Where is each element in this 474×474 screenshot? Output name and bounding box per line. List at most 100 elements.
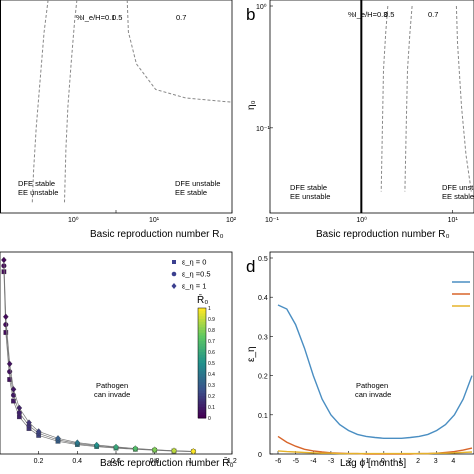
panel-c-colorbar-segment	[198, 335, 206, 339]
panel-c-colorbar-segment	[198, 338, 206, 342]
panel-c-point-diamond	[6, 360, 13, 368]
panel-d-xtick-label: -6	[275, 458, 281, 465]
panel-d-xtick-label: -5	[293, 458, 299, 465]
panel-c-colorbar-segment	[198, 346, 206, 350]
panel-c-colorbar-segment	[198, 332, 206, 336]
panel-d-xtick-label: -3	[328, 458, 334, 465]
panel-c-colorbar-segment	[198, 385, 206, 389]
panel-c-point-diamond	[171, 447, 177, 454]
panel-d-xtick-label: 0	[381, 458, 385, 465]
panel-d-xtick-label: 2	[416, 458, 420, 465]
panel-b-region-label: EE unstable	[290, 192, 330, 201]
panel-c-colorbar-segment	[198, 363, 206, 367]
panel-c-colorbar-tick: 0.5	[208, 361, 215, 367]
panel-c-colorbar-segment	[198, 409, 206, 413]
panel-c-colorbar-segment	[198, 412, 206, 416]
panel-c-colorbar-segment	[198, 352, 206, 356]
panel-c-point-diamond	[35, 428, 42, 435]
panel-b-contour-label: 0.7	[428, 10, 438, 19]
panel-a-contour	[64, 0, 78, 203]
panel-c-colorbar-tick: 0.1	[208, 405, 215, 411]
panel-c-colorbar-segment	[198, 387, 206, 391]
panel-a-contour-label: 0.5	[112, 13, 122, 22]
panel-c-colorbar-segment	[198, 330, 206, 334]
panel-c-legend-label: ε_η =0.5	[182, 270, 211, 279]
panel-c-colorbar-segment	[198, 324, 206, 328]
panel-d-series-line	[277, 435, 473, 455]
panel-c-point-diamond	[3, 313, 9, 321]
panel-c-point-diamond	[151, 446, 158, 453]
panel-c-colorbar-tick: 0	[208, 416, 211, 422]
panel-c-series-line	[3, 271, 194, 452]
panel-a-region-label: EE unstable	[18, 188, 58, 197]
panel-c-xlabel: Basic reproduction number R̄₀	[100, 456, 234, 469]
panel-c-colorbar-segment	[198, 308, 206, 312]
panel-d-ytick-label: 0	[258, 452, 262, 459]
panel-c-colorbar-tick: 0.6	[208, 350, 215, 356]
panel-a-xtick-label: 10⁰	[68, 216, 79, 224]
panel-c-colorbar-segment	[198, 376, 206, 380]
panel-c-colorbar-tick: 0.9	[208, 317, 215, 323]
panel-d: -6 -5 -4 -3 -2 -1 0 1 2 3 4 0 0.1 0.2 0.3 0.4 0.5 Pathoge…	[246, 251, 474, 469]
panel-b-contour	[404, 5, 413, 192]
panel-c-colorbar-segment	[198, 390, 206, 394]
panel-a-region-label: EE stable	[175, 188, 207, 197]
panel-c-colorbar-segment	[198, 407, 206, 411]
panel-c-annotation: Pathogen	[96, 381, 128, 390]
panel-c-colorbar-segment	[198, 341, 206, 345]
panel-c-point-diamond	[26, 419, 32, 426]
panel-c-colorbar-segment	[198, 368, 206, 372]
panel-c-point-diamond	[74, 439, 81, 446]
panel-c-point-diamond	[1, 256, 7, 264]
panel-b-ylabel: η₀	[246, 100, 257, 110]
panel-b-xlabel: Basic reproduction number R₀	[316, 229, 450, 240]
panel-c-point-circle	[3, 322, 9, 328]
panel-a-region-label: DFE unstable	[175, 179, 220, 188]
panel-a-xtick-label: 10¹	[149, 217, 160, 224]
panel-c-point-diamond	[55, 435, 61, 442]
panel-b-xtick-label: 10⁻¹	[265, 217, 279, 224]
panel-d-series-line	[277, 450, 473, 455]
panel-d-ytick-label: 0.4	[258, 295, 268, 302]
panel-c-colorbar-title: R̄₀	[197, 293, 208, 306]
panel-d-frame	[269, 251, 474, 455]
panel-a-contour-label: 0.7	[176, 13, 186, 22]
panel-c-point-diamond	[113, 443, 119, 451]
panel-c-colorbar-segment	[198, 379, 206, 383]
panel-c-colorbar-segment	[198, 319, 206, 323]
panel-b-contour	[380, 5, 389, 192]
panel-d-xtick-label: -1	[363, 458, 369, 465]
panel-c-legend-label: ε_η = 1	[182, 282, 206, 291]
panel-c-point-diamond	[10, 386, 17, 393]
panel-b-region-label: EE stable	[442, 192, 474, 201]
panel-c-point-square	[3, 330, 9, 335]
panel-a-xlabel: Basic reproduction number R₀	[90, 229, 224, 240]
panel-c-colorbar-segment	[198, 393, 206, 397]
panel-c-annotation: can invade	[94, 390, 130, 399]
panel-c-colorbar-segment	[198, 360, 206, 364]
panel-c-colorbar-segment	[198, 349, 206, 353]
panel-a-contour-label: %I_e/H=0.1	[76, 13, 115, 22]
panel-d-series-line	[277, 304, 473, 439]
panel-c-legend-marker	[171, 283, 177, 289]
panel-a-region-label: DFE stable	[18, 179, 55, 188]
panel-c-colorbar-segment	[198, 398, 206, 402]
panel-c-colorbar-tick: 0.7	[208, 339, 215, 345]
panel-d-xtick-label: 4	[451, 458, 455, 465]
panel-c-series-line	[3, 265, 194, 452]
panel-c-xtick-label: 1.2	[227, 458, 237, 465]
panel-b-ytick-label: 10⁰	[256, 3, 267, 11]
panel-c-colorbar-segment	[198, 357, 206, 361]
panel-c-colorbar-segment	[198, 374, 206, 378]
panel-c-colorbar-segment	[198, 321, 206, 325]
panel-c-colorbar-tick: 0.8	[208, 328, 215, 334]
panel-b-xtick-label: 10¹	[448, 217, 459, 224]
panel-d-ytick-label: 0.5	[258, 256, 268, 263]
panel-c-legend-marker	[171, 271, 177, 277]
panel-b-contour-label: %I_e/H=0.3	[348, 10, 387, 19]
panel-c-colorbar-segment	[198, 382, 206, 386]
panel-a-contour	[126, 0, 233, 103]
panel-c-colorbar-tick: 1	[208, 306, 211, 312]
panel-c-colorbar-segment	[198, 365, 206, 369]
